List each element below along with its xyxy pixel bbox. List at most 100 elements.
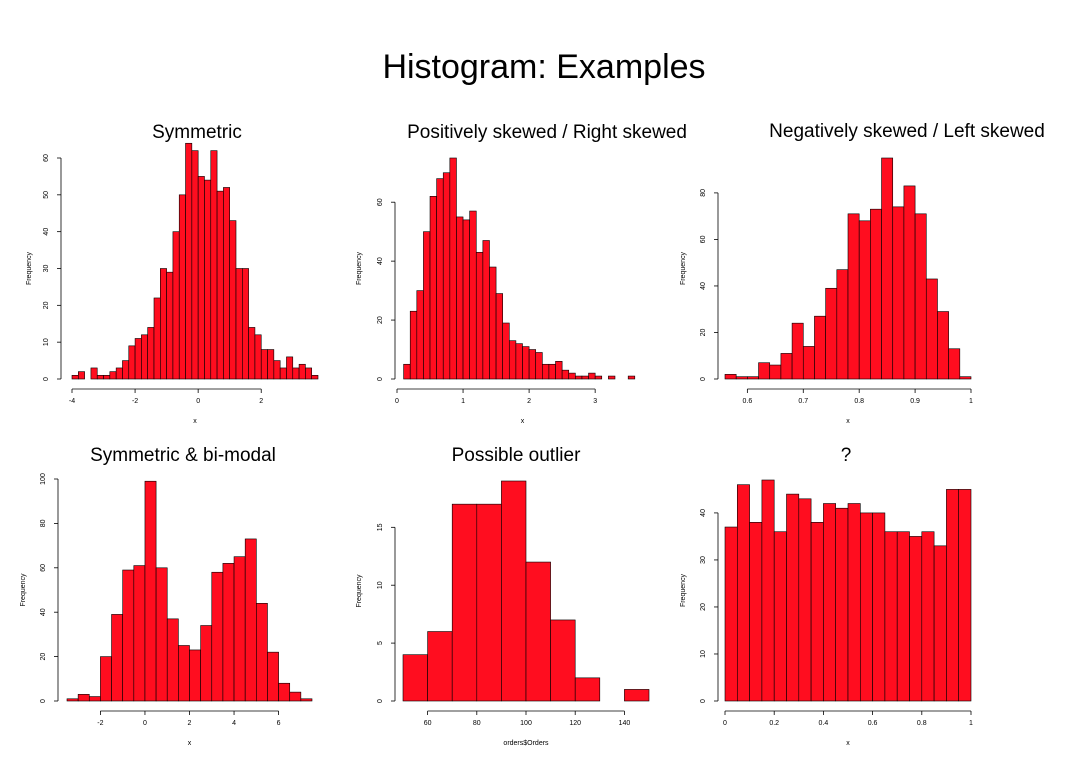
histogram-bar — [311, 375, 319, 380]
histogram-bar — [204, 179, 212, 380]
x-tick-label: -2 — [132, 398, 138, 405]
x-tick-label: 0.6 — [742, 398, 752, 405]
histogram-bar — [903, 185, 916, 380]
x-tick-label: 6 — [277, 720, 281, 727]
histogram-bar — [211, 571, 224, 702]
x-tick-label: 2 — [259, 398, 263, 405]
x-axis-label: x — [193, 418, 197, 425]
histogram-bar — [892, 206, 905, 380]
y-tick-label: 60 — [43, 154, 50, 162]
histogram-bar — [90, 367, 98, 380]
y-tick-label: 80 — [700, 189, 707, 197]
histogram-bar — [100, 656, 112, 702]
histogram-bar — [825, 287, 838, 380]
histogram-bar — [736, 484, 750, 702]
histogram-bar — [791, 322, 804, 380]
histogram-bar — [522, 346, 530, 380]
x-axis-label: x — [188, 740, 192, 747]
histogram-bar — [147, 327, 155, 380]
histogram-bar — [835, 507, 849, 702]
histogram-bar — [160, 268, 167, 380]
panel-title: Possible outlier — [452, 445, 582, 466]
histogram-bar — [222, 563, 235, 702]
histogram-bar — [289, 691, 302, 702]
histogram-bar — [502, 322, 510, 380]
histogram-bar — [456, 216, 464, 380]
y-tick-label: 60 — [40, 564, 47, 572]
histogram-bar — [588, 372, 596, 380]
histogram-bar — [594, 375, 603, 380]
histogram-bar — [172, 231, 180, 380]
histogram-bar — [608, 375, 616, 380]
y-tick-label: 0 — [377, 377, 384, 381]
x-axis-label: orders$Orders — [503, 740, 549, 747]
panel-title: Symmetric — [152, 122, 242, 143]
histogram-bar — [178, 194, 186, 380]
histogram-bar — [235, 268, 243, 380]
y-tick-label: 5 — [377, 641, 384, 645]
histogram-bar — [166, 271, 174, 380]
panel-title: Negatively skewed / Left skewed — [769, 121, 1045, 142]
y-tick-label: 20 — [377, 316, 384, 324]
histogram-bar — [959, 376, 972, 380]
histogram-bar — [489, 266, 497, 380]
histogram-bar — [747, 376, 759, 380]
x-tick-label: 1 — [969, 720, 973, 727]
x-tick-label: 1 — [969, 398, 973, 405]
histogram-bar — [133, 565, 146, 702]
histogram-bar — [96, 375, 104, 380]
y-tick-label: 0 — [700, 699, 707, 703]
y-axis-label: Frequency — [356, 251, 363, 285]
y-tick-label: 0 — [377, 699, 384, 703]
y-tick-label: 40 — [377, 257, 384, 265]
histogram-bar — [423, 231, 431, 380]
histogram-bar — [115, 367, 123, 380]
histogram-bar — [802, 346, 815, 380]
y-axis-label: Frequency — [26, 251, 33, 285]
y-tick-label: 30 — [43, 265, 50, 273]
histogram-bar — [914, 213, 927, 380]
histogram-bar — [189, 649, 201, 702]
histogram-bar — [482, 240, 490, 380]
histogram-bar — [66, 698, 79, 702]
histogram-bar — [548, 363, 556, 380]
histogram-bar — [847, 503, 861, 702]
histogram-bar — [292, 367, 300, 380]
histogram-bar — [859, 512, 873, 702]
histogram-bar — [535, 352, 543, 380]
histogram-bar — [216, 190, 224, 380]
x-axis-label: x — [521, 418, 525, 425]
x-tick-label: 140 — [619, 720, 631, 727]
histogram-bar — [128, 345, 136, 380]
histogram-bar — [948, 348, 961, 380]
histogram-bar — [555, 361, 563, 380]
histogram-bar — [111, 614, 123, 702]
y-axis-label: Frequency — [20, 573, 27, 607]
histogram-bar — [858, 220, 871, 380]
histogram-bar — [451, 503, 478, 702]
histogram-bar — [780, 353, 793, 380]
histogram-bar — [946, 489, 960, 702]
y-tick-label: 20 — [700, 603, 707, 611]
x-tick-label: 0.6 — [868, 720, 878, 727]
y-tick-label: 20 — [43, 301, 50, 309]
histogram-bar — [909, 536, 923, 702]
x-tick-label: 100 — [520, 720, 532, 727]
histogram-bar — [761, 479, 775, 702]
histogram-bar — [508, 340, 517, 380]
histogram-bar — [442, 172, 451, 380]
histogram-bar — [267, 349, 275, 380]
y-tick-label: 20 — [40, 653, 47, 661]
histogram-bar — [575, 375, 583, 380]
histogram-bar — [77, 694, 90, 702]
histogram-bar — [197, 176, 205, 380]
histogram-bar — [937, 311, 949, 380]
panel-title: Symmetric & bi-modal — [90, 445, 276, 466]
histogram-bar — [881, 157, 894, 380]
x-tick-label: 120 — [569, 720, 581, 727]
histogram-bar — [286, 356, 294, 380]
y-tick-label: 50 — [43, 191, 50, 199]
y-tick-label: 100 — [40, 473, 47, 485]
y-tick-label: 40 — [43, 228, 50, 236]
